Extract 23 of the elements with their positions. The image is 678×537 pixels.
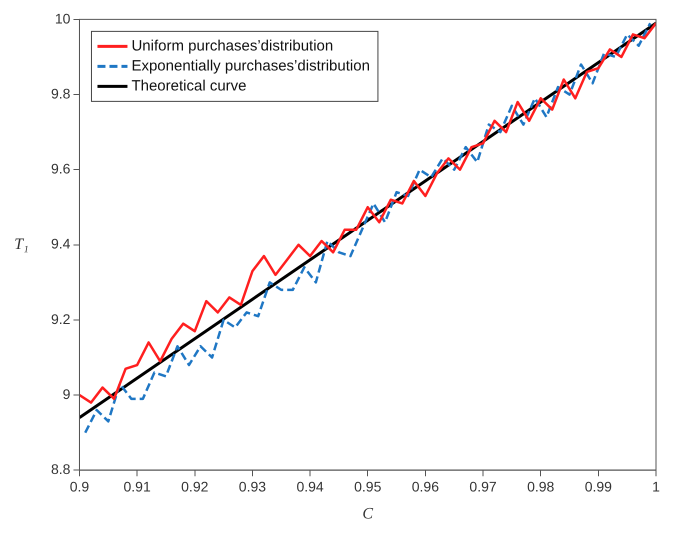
x-tick-label: 0.98 — [527, 478, 555, 494]
y-tick-label: 9.2 — [50, 310, 71, 327]
legend-label: Exponentially purchases’distribution — [131, 58, 370, 75]
y-axis-title: T₁ — [14, 236, 29, 254]
x-tick-label: 0.9 — [70, 478, 90, 494]
y-tick-label: 9.6 — [50, 160, 71, 177]
x-tick-label: 0.93 — [238, 478, 266, 494]
x-tick-label: 1 — [652, 478, 660, 494]
x-tick-label: 0.94 — [296, 478, 324, 494]
y-tick-label: 8.8 — [50, 461, 71, 478]
legend-label: Uniform purchases’distribution — [131, 38, 334, 55]
x-tick-label: 0.97 — [469, 478, 497, 494]
y-tick-label: 10 — [54, 10, 71, 26]
y-tick-label: 9.8 — [50, 85, 71, 102]
x-tick-label: 0.92 — [181, 478, 209, 494]
x-axis-title: C — [362, 505, 374, 522]
x-tick-label: 0.91 — [123, 478, 151, 494]
x-tick-label: 0.99 — [584, 478, 612, 494]
x-tick-label: 0.96 — [412, 478, 440, 494]
y-tick-label: 9.4 — [50, 236, 71, 252]
legend-label: Theoretical curve — [131, 78, 247, 95]
y-tick-label: 9 — [62, 386, 71, 402]
x-tick-label: 0.95 — [354, 478, 382, 494]
